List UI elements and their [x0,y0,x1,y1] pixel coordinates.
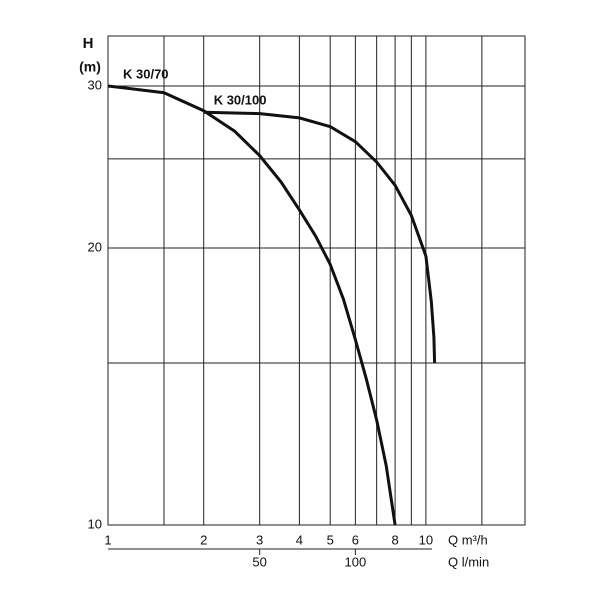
x2-tick-label: 100 [344,554,366,569]
x-tick-label: 5 [327,532,334,547]
x2-tick-label: 50 [252,554,266,569]
x-tick-label: 3 [256,532,263,547]
curve-label: K 30/70 [123,66,169,81]
x-tick-label: 8 [391,532,398,547]
plot-frame [107,35,526,526]
y-tick-label: 10 [88,516,102,531]
x-tick-label: 2 [200,532,207,547]
x-tick-label: 6 [352,532,359,547]
x-tick-label: 1 [104,532,111,547]
y-tick-label: 30 [88,77,102,92]
curve-label: K 30/100 [214,93,267,108]
y-tick-label: 20 [88,239,102,254]
curve [107,84,397,526]
y-label-unit: (m) [79,59,101,75]
y-label: H [83,35,94,52]
x-tick-label: 10 [419,532,433,547]
x-tick-label: 4 [296,532,303,547]
x-label: Q m³/h [448,532,488,547]
x2-label: Q l/min [448,554,489,569]
curve [203,110,437,364]
